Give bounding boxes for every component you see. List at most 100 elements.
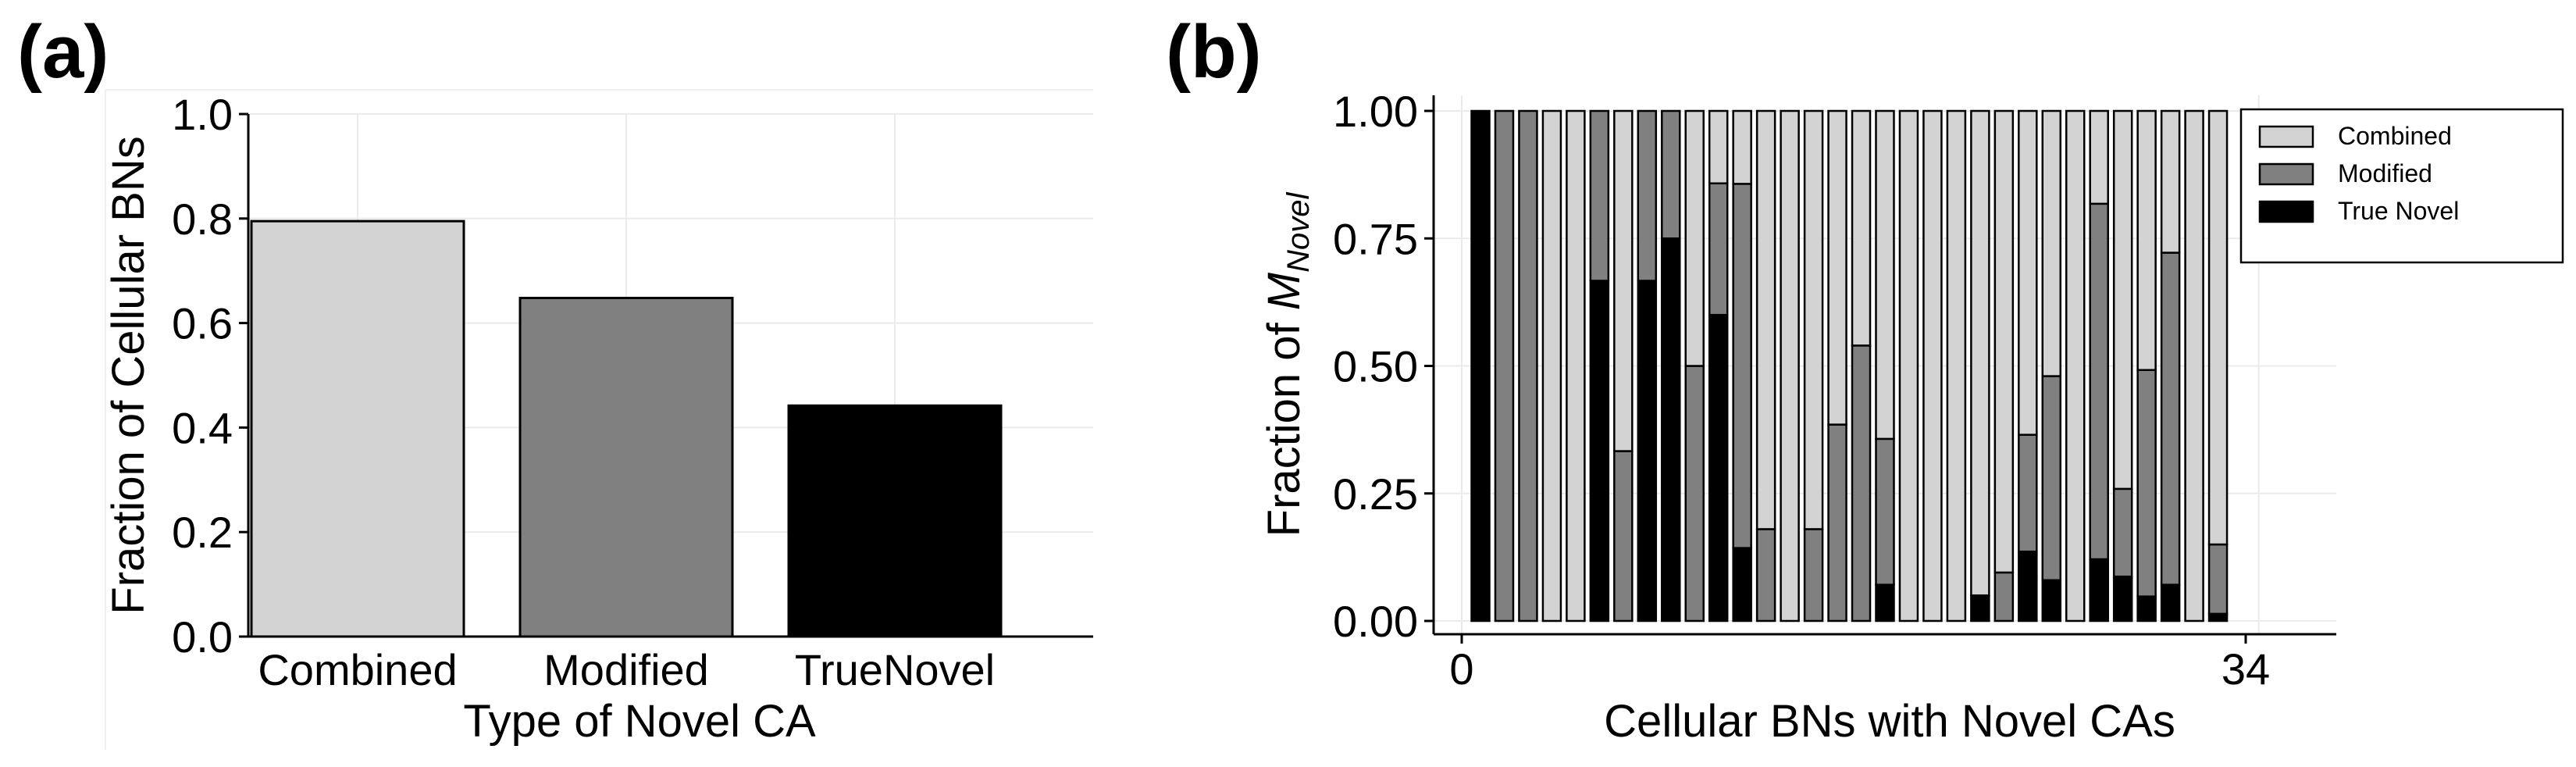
bar-segment-modified [1613,450,1634,623]
x-tick-label: 34 [2221,644,2270,694]
bar-segment-combined [1755,109,1776,530]
bar-segment-combined [2089,109,2109,205]
bar-segment-combined [1566,109,1586,623]
y-tick-label: 0.2 [172,508,233,557]
bar-segment-combined [1780,109,1800,623]
bar-segment-true-novel [1970,594,1990,623]
bar-segment-true-novel [2089,558,2109,623]
y-tick-label: 0.8 [172,194,233,244]
bar-segment-combined [2065,109,2086,623]
legend-label: Combined [2338,122,2452,150]
bar-segment-true-novel [1708,313,1729,623]
bar-segment-combined [2184,109,2204,623]
bar-segment-combined [1541,109,1562,623]
bar-segment-true-novel [2160,583,2181,623]
legend-label: Modified [2338,159,2432,187]
bar-modified [518,296,734,638]
bar-segment-true-novel [1875,583,1895,623]
y-tick-label: 0.0 [172,612,233,662]
y-axis-label-subscript: Novel [1281,192,1316,273]
bar-segment-modified [1708,182,1729,316]
bar-segment-combined [1708,109,1729,184]
bar-segment-modified [1589,109,1610,282]
bar-segment-modified [1732,183,1752,549]
y-tick-label: 0.50 [1333,342,1418,391]
x-tick-label: TrueNovel [795,645,995,694]
bar-segment-true-novel [1732,547,1752,623]
bar-segment-combined [1851,109,1872,347]
x-tick-label: Combined [258,645,457,694]
y-tick-label: 0.6 [172,299,233,348]
bar-segment-combined [1875,109,1895,441]
bar-truenovel [787,404,1003,638]
legend-swatch-modified [2258,162,2314,186]
bar-segment-modified [1827,423,1847,623]
bar-segment-modified [2160,252,2181,586]
y-tick-label: 0.00 [1333,597,1418,646]
bar-segment-true-novel [2112,575,2133,623]
bar-segment-modified [2112,487,2133,578]
legend-swatch-combined [2258,125,2314,148]
y-axis-label-prefix: Fraction of [1259,310,1309,537]
panel-a-label: (a) [17,10,109,94]
y-tick-label: 0.4 [172,403,233,452]
bar-segment-combined [2160,109,2181,254]
y-tick-label: 0.75 [1333,214,1418,263]
bar-segment-combined [2136,109,2157,371]
bar-combined [250,219,465,638]
bar-segment-modified [1661,109,1681,240]
bar-segment-combined [2018,109,2038,436]
bar-segment-combined [1827,109,1847,426]
chart-a-fraction-by-ca-type: 0.0 0.2 0.4 0.6 0.8 1.0 Combined Modified TrueNo… [103,89,1093,750]
bar-segment-modified [1851,344,1872,623]
bar-segment-combined [1684,109,1705,367]
bar-segment-true-novel [1589,280,1610,623]
bar-segment-modified [2041,375,2062,582]
bar-segment-modified [1993,571,2015,623]
bar-segment-combined [1946,109,1967,623]
bar-segment-combined [1993,109,2015,574]
bar-segment-combined [2041,109,2062,377]
bar-segment-modified [2089,202,2109,561]
x-tick-label: 0 [1449,644,1473,694]
bar-segment-modified [2018,433,2038,553]
bar-segment-true-novel [2018,550,2038,623]
bar-segment-combined [1732,109,1752,185]
y-tick-label: 1.0 [172,90,233,139]
bar-segment-combined [2112,109,2133,491]
y-axis-label-symbol: M [1259,272,1309,310]
bar-segment-modified [2207,543,2229,615]
panel-b-label: (b) [1166,10,1262,94]
bar-segment-combined [1922,109,1943,623]
bar-segment-true-novel [1661,237,1681,623]
bar-segment-true-novel [1637,280,1658,623]
y-axis-label: Fraction of Cellular BNs [103,136,154,614]
y-tick-label: 1.00 [1333,87,1418,136]
chart-b-stacked-fraction: 0.00 0.25 0.50 0.75 1.00 0 34 Cellular BNs with… [1259,87,2564,747]
bar-segment-true-novel [1470,109,1491,623]
bar-segment-true-novel [2136,595,2157,623]
x-tick-label: Modified [543,645,709,694]
y-axis-label: Fraction of MNovel [1259,192,1316,537]
legend-label: True Novel [2338,197,2459,225]
x-axis-label: Type of Novel CA [463,696,816,747]
bar-segment-modified [1637,109,1658,282]
bar-segment-modified [1494,109,1515,623]
bar-segment-combined [1898,109,1919,623]
bar-segment-combined [1803,109,1824,530]
legend: Combined Modified True Novel [2239,108,2564,264]
y-tick-label: 0.25 [1333,469,1418,519]
bar-segment-modified [1875,437,1895,586]
bar-segment-combined [2207,109,2229,546]
bar-segment-modified [1684,365,1705,623]
legend-swatch-true-novel [2258,200,2314,223]
bar-segment-combined [1613,109,1634,452]
bar-segment-modified [1803,528,1824,623]
bar-segment-modified [1518,109,1538,623]
bar-segment-modified [2136,369,2157,598]
bar-segment-true-novel [2207,612,2229,623]
bar-segment-combined [1970,109,1990,597]
bar-segment-modified [1755,528,1776,623]
x-axis-label: Cellular BNs with Novel CAs [1604,696,2175,747]
bar-segment-true-novel [2041,579,2062,623]
